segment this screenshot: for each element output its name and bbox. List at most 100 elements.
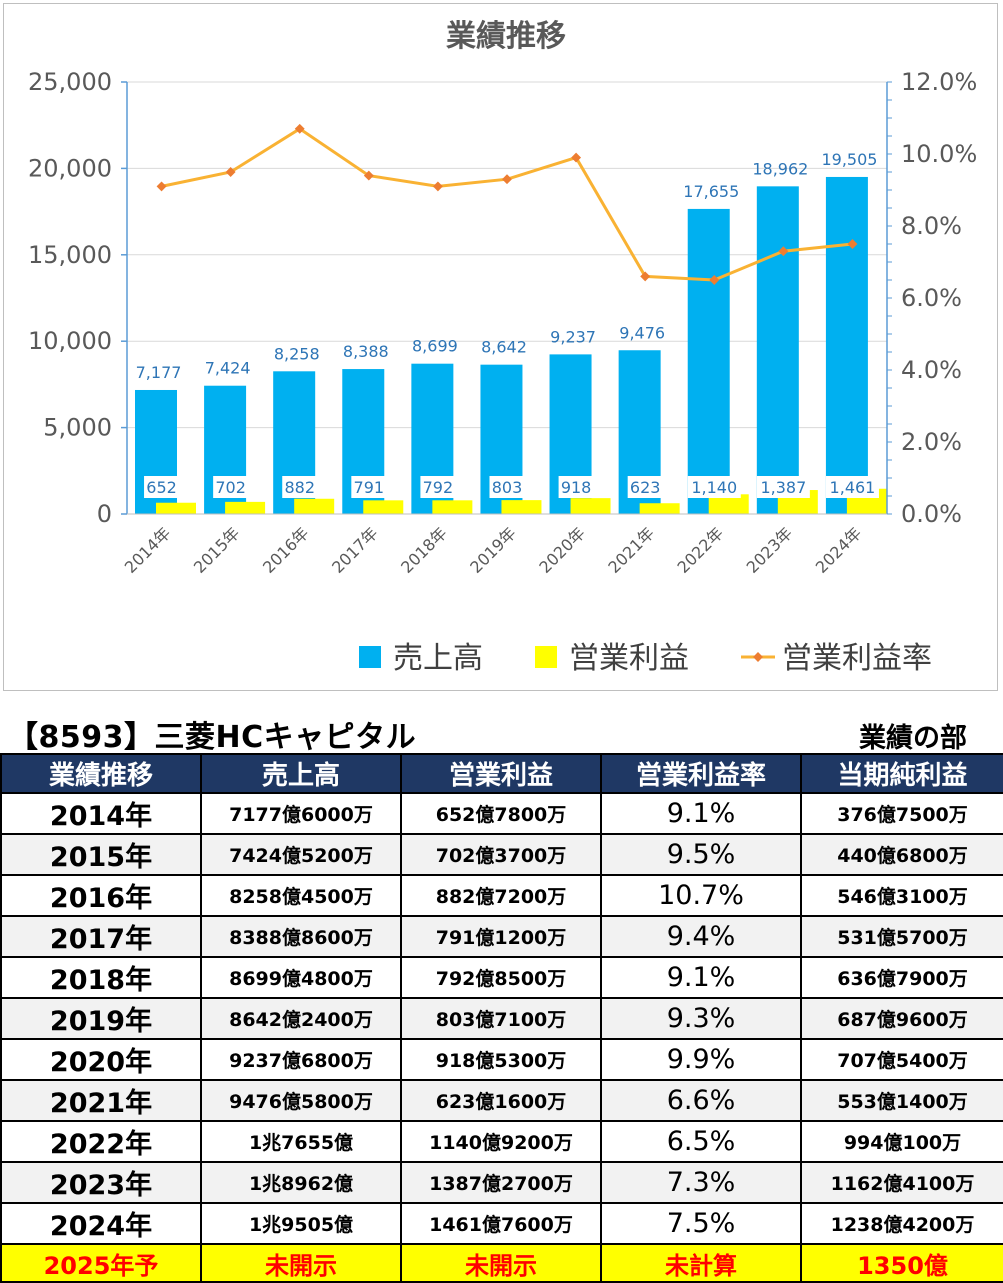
point-operating-margin <box>709 275 720 285</box>
cell-year: 2018年 <box>0 956 202 999</box>
y-left-tick-label: 15,000 <box>28 241 112 269</box>
cell-year: 2023年 <box>0 1161 202 1204</box>
col-header-sales: 売上高 <box>200 753 402 794</box>
data-label-sales: 9,237 <box>550 327 596 346</box>
data-label-box <box>420 476 456 498</box>
bar-operating-profit <box>432 500 473 514</box>
section-label: 業績の部 <box>859 723 967 754</box>
info-line: 【8593】三菱HCキャピタル 業績の部 <box>0 712 1003 755</box>
cell-operating-margin: 10.7% <box>600 874 802 917</box>
line-operating-margin <box>161 127 853 282</box>
x-tick-label: 2019年 <box>466 523 520 577</box>
cell-operating-profit: 1387億2700万 <box>400 1161 602 1204</box>
table-row: 2017年 8388億8600万 791億1200万 9.4% 531億5700万 <box>0 915 1003 958</box>
data-label-box <box>282 476 318 498</box>
point-operating-margin <box>778 246 789 257</box>
bar-sales <box>756 186 799 514</box>
cell-net-income: 687億9600万 <box>800 997 1003 1040</box>
cell-sales: 1兆7655億 <box>200 1120 402 1163</box>
y-left-tick-label: 0 <box>97 500 112 528</box>
data-label-box <box>687 476 741 498</box>
cell-sales: 9476億5800万 <box>200 1079 402 1122</box>
data-label-operating-profit: 792 <box>423 478 454 497</box>
bar-operating-profit <box>708 494 749 514</box>
table-row: 2020年 9237億6800万 918億5300万 9.9% 707億5400万 <box>0 1038 1003 1081</box>
y-left-tick-label: 5,000 <box>43 414 112 442</box>
data-label-operating-profit: 652 <box>146 478 177 497</box>
data-label-operating-profit: 1,461 <box>830 478 876 497</box>
cell-net-income: 994億100万 <box>800 1120 1003 1163</box>
cell-operating-profit: 791億1200万 <box>400 915 602 958</box>
cell-sales: 8642億2400万 <box>200 997 402 1040</box>
point-operating-margin <box>363 170 374 181</box>
cell-net-income: 1238億4200万 <box>800 1202 1003 1245</box>
data-label-box <box>213 476 249 498</box>
x-tick-label: 2020年 <box>535 523 589 577</box>
table-row: 2019年 8642億2400万 803億7100万 9.3% 687億9600万 <box>0 997 1003 1040</box>
cell-net-income: 440億6800万 <box>800 833 1003 876</box>
point-operating-margin <box>502 174 512 185</box>
col-header-net-income: 当期純利益 <box>800 753 1003 794</box>
cell-sales: 7424億5200万 <box>200 833 402 876</box>
forecast-cell-operating-profit: 未開示 <box>400 1243 602 1283</box>
x-tick-label: 2024年 <box>812 523 866 577</box>
y-left-tick-label: 25,000 <box>28 68 112 96</box>
data-label-operating-profit: 702 <box>215 478 246 497</box>
x-tick-label: 2014年 <box>121 523 175 577</box>
cell-sales: 9237億6800万 <box>200 1038 402 1081</box>
data-label-sales: 8,258 <box>274 344 320 363</box>
forecast-cell-sales: 未開示 <box>200 1243 402 1283</box>
bar-operating-profit <box>363 500 404 514</box>
data-label-sales: 8,642 <box>481 338 527 357</box>
data-label-operating-profit: 1,387 <box>760 478 806 497</box>
data-label-sales: 19,505 <box>821 150 877 169</box>
x-tick-label: 2023年 <box>743 523 797 577</box>
data-label-operating-profit: 918 <box>561 478 592 497</box>
bar-operating-profit <box>570 498 611 514</box>
data-label-sales: 9,476 <box>619 323 665 342</box>
data-label-sales: 8,699 <box>412 337 458 356</box>
y-right-tick-label: 4.0% <box>901 356 962 384</box>
y-right-tick-label: 12.0% <box>901 68 977 96</box>
point-operating-margin <box>571 152 582 163</box>
x-tick-label: 2015年 <box>190 523 244 577</box>
performance-chart: 業績推移 0 5,000 10,000 15,000 20,000 25,000 0.0% 2.… <box>3 3 998 691</box>
data-label-operating-profit: 803 <box>492 478 523 497</box>
data-label-operating-profit: 882 <box>284 478 315 497</box>
bar-operating-profit <box>156 502 196 514</box>
bar-sales <box>825 176 868 514</box>
data-label-box <box>489 476 525 498</box>
performance-table: 業績推移 売上高 営業利益 営業利益率 当期純利益 2014年 7177億6000… <box>0 753 1003 1283</box>
x-tick-label: 2018年 <box>397 523 451 577</box>
table-row: 2014年 7177億6000万 652億7800万 9.1% 376億7500万 <box>0 792 1003 835</box>
point-operating-margin <box>156 181 167 192</box>
data-label-sales: 18,962 <box>752 159 808 178</box>
legend-label-operating-margin: 営業利益率 <box>782 641 932 676</box>
point-operating-margin <box>640 271 651 282</box>
data-label-box <box>351 476 387 498</box>
cell-sales: 8258億4500万 <box>200 874 402 917</box>
y-right-tick-label: 8.0% <box>901 212 962 240</box>
cell-net-income: 636億7900万 <box>800 956 1003 999</box>
chart-canvas: 業績推移 0 5,000 10,000 15,000 20,000 25,000 0.0% 2.… <box>28 19 977 676</box>
col-header-period: 業績推移 <box>0 753 202 794</box>
cell-net-income: 531億5700万 <box>800 915 1003 958</box>
y-left-tick-label: 10,000 <box>28 327 112 355</box>
cell-operating-profit: 792億8500万 <box>400 956 602 999</box>
data-label-box <box>756 476 810 498</box>
x-tick-label: 2017年 <box>328 523 382 577</box>
cell-operating-margin: 9.9% <box>600 1038 802 1081</box>
forecast-cell-operating-margin: 未計算 <box>600 1243 802 1283</box>
cell-operating-profit: 882億7200万 <box>400 874 602 917</box>
cell-year: 2022年 <box>0 1120 202 1163</box>
col-header-operating-margin: 営業利益率 <box>600 753 802 794</box>
cell-operating-margin: 7.3% <box>600 1161 802 1204</box>
cell-operating-margin: 6.5% <box>600 1120 802 1163</box>
company-name: 【8593】三菱HCキャピタル <box>8 720 417 755</box>
table-row: 2016年 8258億4500万 882億7200万 10.7% 546億3100万 <box>0 874 1003 917</box>
data-label-box <box>558 476 594 498</box>
table-row: 2024年 1兆9505億 1461億7600万 7.5% 1238億4200万 <box>0 1202 1003 1245</box>
y-right-tick-label: 2.0% <box>901 428 962 456</box>
bar-operating-profit <box>639 503 680 514</box>
cell-operating-margin: 9.4% <box>600 915 802 958</box>
